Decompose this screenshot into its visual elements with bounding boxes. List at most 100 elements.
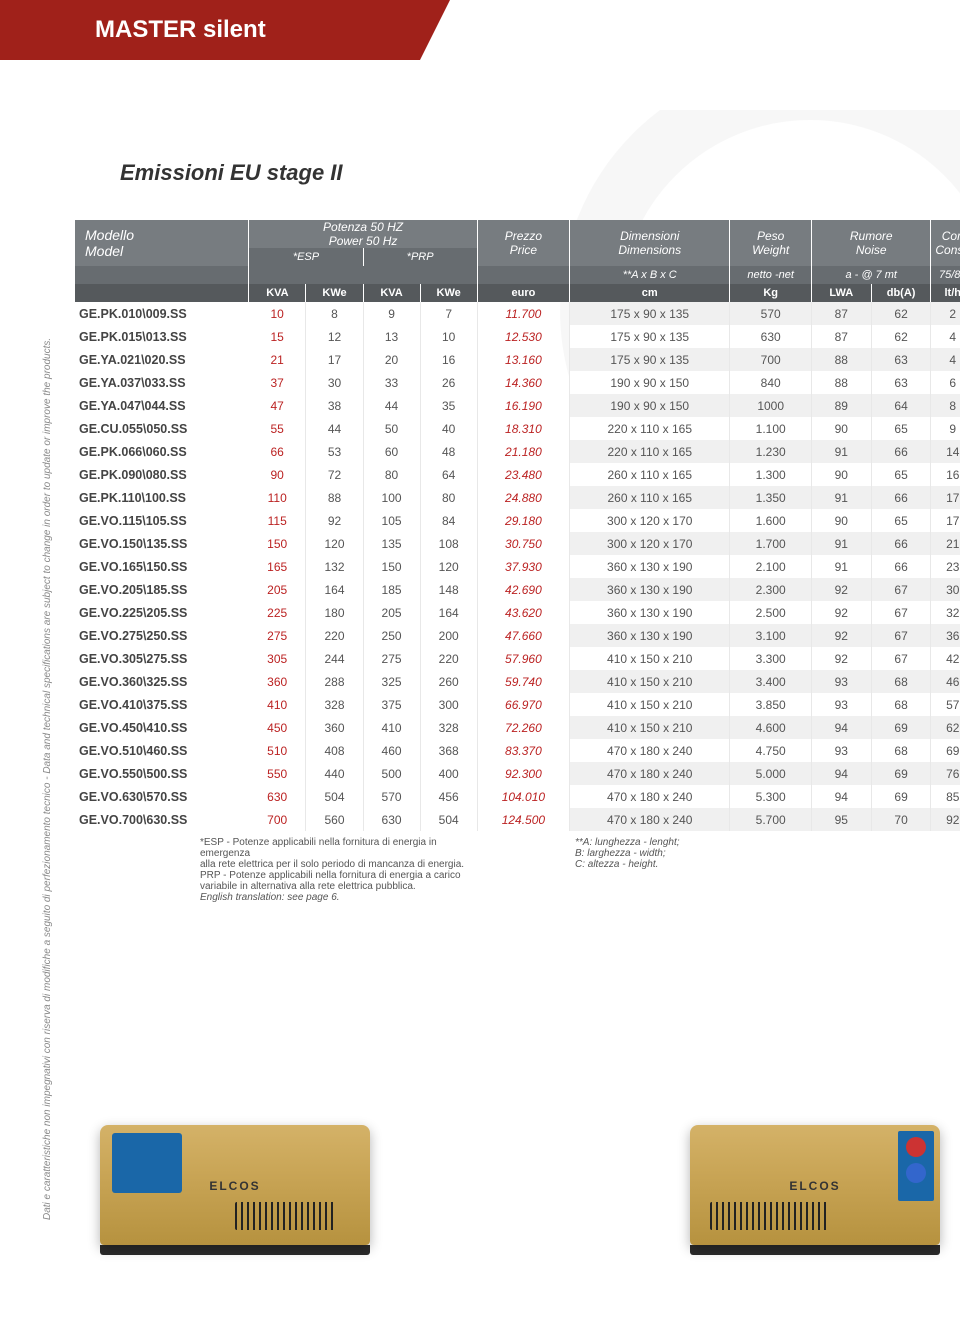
model-code: GE.VO.630\570.SS <box>75 785 249 808</box>
model-code: GE.PK.015\013.SS <box>75 325 249 348</box>
noise-lwa: 91 <box>811 440 871 463</box>
table-row: GE.VO.275\250.SS27522025020047.660360 x … <box>75 624 960 647</box>
weight: 1.100 <box>730 417 812 440</box>
dimensions: 175 x 90 x 135 <box>570 348 730 371</box>
dimensions: 260 x 110 x 165 <box>570 463 730 486</box>
spec-table: ModelloModel Potenza 50 HZPower 50 Hz Pr… <box>75 220 960 903</box>
prp-kwe: 108 <box>420 532 477 555</box>
weight: 4.600 <box>730 716 812 739</box>
noise-lwa: 92 <box>811 601 871 624</box>
noise-dba: 62 <box>871 302 931 325</box>
esp-kva: 630 <box>249 785 306 808</box>
weight: 1.230 <box>730 440 812 463</box>
noise-dba: 65 <box>871 417 931 440</box>
noise-dba: 68 <box>871 670 931 693</box>
esp-kva: 110 <box>249 486 306 509</box>
weight: 3.850 <box>730 693 812 716</box>
prp-kwe: 260 <box>420 670 477 693</box>
consumption: 36 <box>931 624 960 647</box>
esp-kva: 37 <box>249 371 306 394</box>
prp-kva: 13 <box>363 325 420 348</box>
prp-kwe: 7 <box>420 302 477 325</box>
consumption: 23 <box>931 555 960 578</box>
esp-kva: 305 <box>249 647 306 670</box>
model-code: GE.VO.165\150.SS <box>75 555 249 578</box>
price: 21.180 <box>477 440 569 463</box>
prp-kva: 135 <box>363 532 420 555</box>
prp-kva: 44 <box>363 394 420 417</box>
prp-kva: 205 <box>363 601 420 624</box>
consumption: 21 <box>931 532 960 555</box>
table-row: GE.PK.066\060.SS6653604821.180220 x 110 … <box>75 440 960 463</box>
noise-lwa: 95 <box>811 808 871 831</box>
dimensions: 220 x 110 x 165 <box>570 440 730 463</box>
price: 14.360 <box>477 371 569 394</box>
product-images: ELCOS ELCOS <box>100 1095 940 1275</box>
dimensions: 300 x 120 x 170 <box>570 509 730 532</box>
esp-kva: 275 <box>249 624 306 647</box>
noise-dba: 66 <box>871 486 931 509</box>
model-code: GE.VO.305\275.SS <box>75 647 249 670</box>
esp-kva: 450 <box>249 716 306 739</box>
prp-kva: 100 <box>363 486 420 509</box>
prp-kva: 33 <box>363 371 420 394</box>
prp-kwe: 26 <box>420 371 477 394</box>
model-code: GE.VO.410\375.SS <box>75 693 249 716</box>
noise-lwa: 88 <box>811 348 871 371</box>
weight: 1000 <box>730 394 812 417</box>
consumption: 30 <box>931 578 960 601</box>
noise-dba: 65 <box>871 463 931 486</box>
noise-lwa: 90 <box>811 463 871 486</box>
noise-lwa: 94 <box>811 785 871 808</box>
prp-kwe: 220 <box>420 647 477 670</box>
table-row: GE.VO.150\135.SS15012013510830.750300 x … <box>75 532 960 555</box>
dimensions: 470 x 180 x 240 <box>570 808 730 831</box>
prp-kva: 60 <box>363 440 420 463</box>
dimensions: 175 x 90 x 135 <box>570 302 730 325</box>
noise-lwa: 92 <box>811 578 871 601</box>
esp-kwe: 328 <box>306 693 363 716</box>
table-row: GE.YA.047\044.SS4738443516.190190 x 90 x… <box>75 394 960 417</box>
esp-kva: 550 <box>249 762 306 785</box>
noise-dba: 64 <box>871 394 931 417</box>
prp-kwe: 368 <box>420 739 477 762</box>
model-code: GE.VO.150\135.SS <box>75 532 249 555</box>
prp-kwe: 148 <box>420 578 477 601</box>
noise-dba: 68 <box>871 739 931 762</box>
esp-kwe: 560 <box>306 808 363 831</box>
esp-kva: 90 <box>249 463 306 486</box>
weight: 5.000 <box>730 762 812 785</box>
prp-kwe: 456 <box>420 785 477 808</box>
consumption: 4 <box>931 348 960 371</box>
noise-lwa: 91 <box>811 532 871 555</box>
prp-kwe: 84 <box>420 509 477 532</box>
price: 66.970 <box>477 693 569 716</box>
generator-image-1: ELCOS <box>100 1125 370 1275</box>
dimensions: 410 x 150 x 210 <box>570 716 730 739</box>
esp-kva: 47 <box>249 394 306 417</box>
noise-dba: 70 <box>871 808 931 831</box>
model-code: GE.VO.115\105.SS <box>75 509 249 532</box>
prp-kwe: 35 <box>420 394 477 417</box>
noise-dba: 66 <box>871 532 931 555</box>
esp-kwe: 44 <box>306 417 363 440</box>
model-code: GE.VO.450\410.SS <box>75 716 249 739</box>
model-code: GE.VO.205\185.SS <box>75 578 249 601</box>
dimensions: 220 x 110 x 165 <box>570 417 730 440</box>
prp-kwe: 64 <box>420 463 477 486</box>
esp-kva: 66 <box>249 440 306 463</box>
noise-dba: 65 <box>871 509 931 532</box>
prp-kwe: 504 <box>420 808 477 831</box>
table-row: GE.VO.115\105.SS115921058429.180300 x 12… <box>75 509 960 532</box>
table-row: GE.VO.510\460.SS51040846036883.370470 x … <box>75 739 960 762</box>
noise-dba: 69 <box>871 716 931 739</box>
dimensions: 360 x 130 x 190 <box>570 555 730 578</box>
dimensions: 470 x 180 x 240 <box>570 762 730 785</box>
price: 18.310 <box>477 417 569 440</box>
price: 43.620 <box>477 601 569 624</box>
noise-lwa: 88 <box>811 371 871 394</box>
prp-kva: 325 <box>363 670 420 693</box>
consumption: 62 <box>931 716 960 739</box>
price: 12.530 <box>477 325 569 348</box>
noise-lwa: 93 <box>811 693 871 716</box>
